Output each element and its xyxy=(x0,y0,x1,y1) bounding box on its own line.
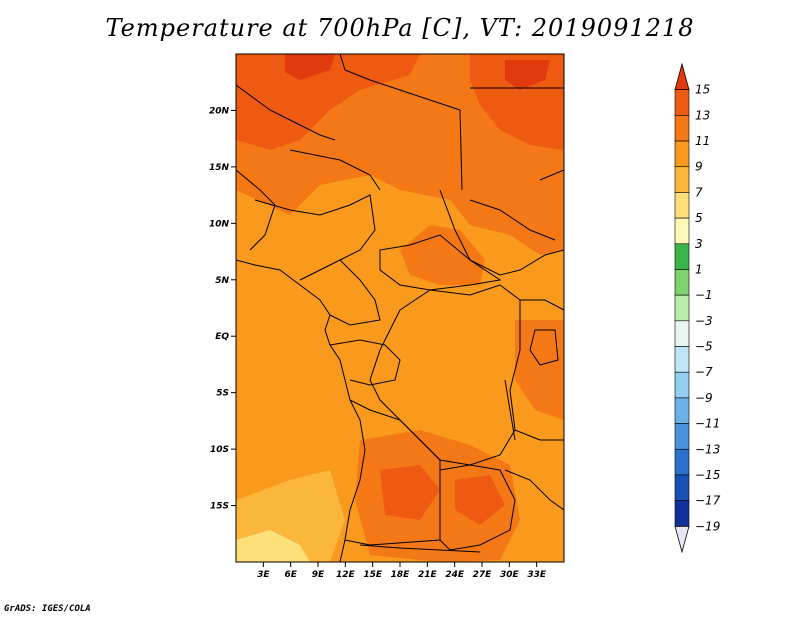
border-car xyxy=(379,234,502,291)
y-tick-label: EQ xyxy=(215,332,229,342)
y-tick-label: 15N xyxy=(209,163,230,173)
colorbar-label: −1 xyxy=(695,288,713,302)
y-tick-label: 5N xyxy=(215,276,229,286)
y-axis: 20N 15N 10N 5N EQ 5S 10S 15S xyxy=(209,106,236,512)
colorbar-label: −3 xyxy=(695,314,713,328)
field-band-13-15-south2 xyxy=(455,475,505,525)
colorbar-label: −5 xyxy=(695,340,713,354)
colorbar-label: −15 xyxy=(695,468,720,482)
chart-title: Temperature at 700hPa [C], VT: 201909121… xyxy=(105,14,695,42)
x-tick-label: 6E xyxy=(284,570,297,580)
field-band-11-13-car xyxy=(400,225,485,285)
colorbar-segment xyxy=(674,320,690,347)
colorbar-label: −7 xyxy=(695,365,713,379)
colorbar-segment xyxy=(674,474,690,501)
border-angola xyxy=(344,399,441,546)
x-tick-label: 30E xyxy=(500,570,520,580)
colorbar-segment xyxy=(674,166,690,193)
y-tick-label: 15S xyxy=(210,502,229,512)
y-tick-label: 10N xyxy=(209,219,230,229)
colorbar-segment xyxy=(674,500,690,527)
colorbar-label: −19 xyxy=(695,519,720,533)
colorbar-label: 1 xyxy=(695,262,703,276)
colorbar-segment xyxy=(674,397,690,424)
colorbar-label: 13 xyxy=(695,108,710,122)
border-namibia xyxy=(359,544,481,553)
border-mozambique xyxy=(504,469,564,511)
x-tick-label: 21E xyxy=(418,570,438,580)
colorbar-bottom-triangle xyxy=(674,525,690,554)
field-band-13-15-nw xyxy=(236,54,420,150)
colorbar-segment xyxy=(674,423,690,450)
border-sudan-south xyxy=(469,199,556,241)
colorbar-label: 15 xyxy=(695,83,710,97)
y-tick-label: 5S xyxy=(216,389,229,399)
colorbar-segment xyxy=(674,115,690,142)
y-tick-label: 20N xyxy=(209,106,230,116)
x-tick-label: 27E xyxy=(473,570,493,580)
border-nigeria xyxy=(254,194,376,281)
x-axis: 3E 6E 9E 12E 15E 18E 21E 24E 27E 30E 33E xyxy=(257,562,547,580)
colorbar-segment xyxy=(674,217,690,245)
field-band-11-13-east xyxy=(515,320,564,420)
field-band-15-plus-2 xyxy=(505,60,550,90)
coastline-west-africa xyxy=(236,259,366,562)
colorbar-segment xyxy=(674,269,690,296)
border-niger-chad xyxy=(289,149,381,191)
x-tick-label: 15E xyxy=(363,570,383,580)
y-tick-label: 10S xyxy=(210,445,229,455)
colorbar-label: −17 xyxy=(695,494,721,508)
colorbar-segment xyxy=(674,448,690,476)
colorbar-label: −9 xyxy=(695,391,713,405)
colorbar-label: 5 xyxy=(695,211,703,225)
border-drc xyxy=(369,284,521,466)
colorbar-segment xyxy=(674,371,690,399)
border-sahara-east xyxy=(459,109,463,191)
credit-label: GrADS: IGES/COLA xyxy=(4,604,91,614)
colorbar-label: 3 xyxy=(695,237,703,251)
colorbar-top-triangle xyxy=(674,62,690,91)
field-band-15-plus-1 xyxy=(285,54,335,80)
field-band-13-15-south xyxy=(380,465,440,520)
border-mali xyxy=(236,169,276,251)
map-boundaries xyxy=(236,54,564,562)
field-band-5-7-ocean xyxy=(236,530,310,562)
x-tick-label: 3E xyxy=(257,570,270,580)
colorbar-label: 11 xyxy=(695,134,710,148)
x-tick-label: 18E xyxy=(391,570,411,580)
colorbar-segment xyxy=(674,346,690,373)
border-east-africa xyxy=(520,299,564,311)
field-band-11-13-south xyxy=(355,430,520,562)
border-ethiopia xyxy=(539,169,564,181)
border-gabon-congo xyxy=(329,339,401,386)
border-cameroon xyxy=(329,259,381,326)
border-algeria xyxy=(236,84,336,141)
colorbar-label: 7 xyxy=(695,185,703,199)
colorbar-label: 9 xyxy=(695,160,703,174)
colorbar-segment xyxy=(674,294,690,322)
border-zambia xyxy=(439,464,516,551)
colorbar-segment xyxy=(674,192,690,219)
border-lake-victoria xyxy=(529,329,559,366)
x-tick-label: 9E xyxy=(312,570,325,580)
x-tick-label: 12E xyxy=(336,570,356,580)
colorbar-segment xyxy=(674,243,690,270)
x-tick-label: 24E xyxy=(445,570,465,580)
x-tick-label: 33E xyxy=(527,570,547,580)
border-lake-tanganyika xyxy=(504,379,516,441)
border-libya xyxy=(339,54,461,111)
colorbar-label: −13 xyxy=(695,442,720,456)
border-tanzania xyxy=(514,429,564,441)
colorbar-label: −11 xyxy=(695,417,720,431)
colorbar-segment xyxy=(674,89,690,116)
colorbar: 15 13 11 9 7 5 3 1 −1 −3 −5 −7 −9 −11 −13 −15 −17 −19 xyxy=(674,62,721,554)
temperature-field xyxy=(236,54,564,562)
colorbar-segment xyxy=(674,140,690,168)
border-chad-sudan xyxy=(439,189,564,276)
